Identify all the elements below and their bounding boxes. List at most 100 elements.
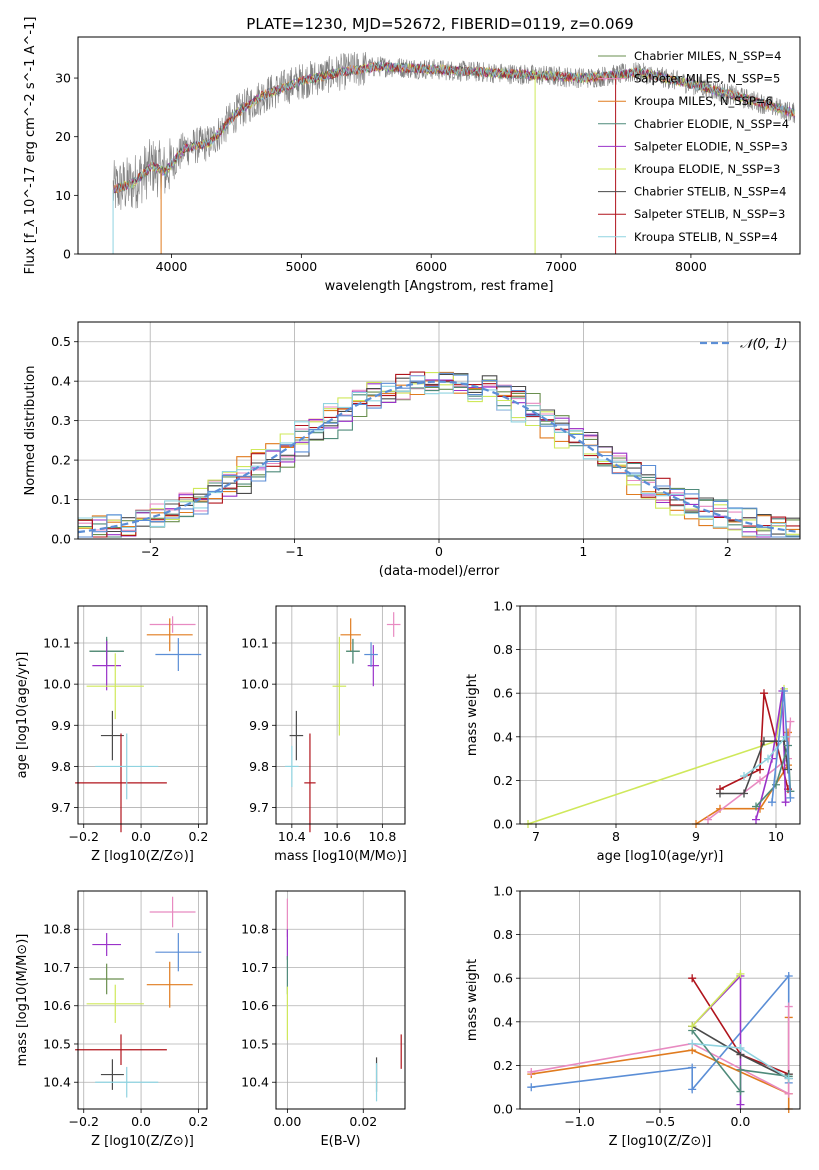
plus-marker — [784, 1089, 793, 1098]
data-point — [386, 612, 401, 637]
x-tick-label: 0.0 — [131, 829, 151, 844]
y-tick-label: 10.4 — [43, 1075, 71, 1090]
massweight-vs-metallicity-panel: −1.0 −0.5 0.0 0.0 0.2 0.4 0.6 0.8 1.0 Z [log10(Z/… — [465, 884, 801, 1149]
y-tick-label: 0.8 — [493, 927, 513, 942]
plus-marker — [784, 1074, 793, 1083]
y-tick-label: 10.8 — [43, 922, 71, 937]
axes-frame — [77, 36, 801, 255]
plus-marker — [786, 717, 795, 726]
x-tick-label: 8000 — [675, 259, 707, 274]
x-axis-label: Z [log10(Z/Z⊙)] — [609, 1134, 712, 1149]
x-tick-label: 0 — [435, 544, 443, 559]
legend-label: 𝒩(0, 1) — [740, 337, 787, 352]
x-axis-label: wavelength [Angstrom, rest frame] — [325, 279, 554, 294]
axes-frame — [275, 890, 406, 1110]
y-tick-label: 9.8 — [51, 759, 71, 774]
x-axis-label: E(B-V) — [320, 1134, 360, 1149]
y-tick-label: 10.4 — [241, 1075, 269, 1090]
y-tick-label: 9.7 — [249, 800, 269, 815]
y-tick-label: 0.4 — [51, 374, 71, 389]
figure-title: PLATE=1230, MJD=52672, FIBERID=0119, z=0… — [246, 15, 633, 33]
axes-frame — [519, 605, 801, 825]
x-tick-label: −1.0 — [564, 1114, 594, 1129]
y-tick-label: 10.1 — [241, 636, 269, 651]
tick-labels: −2 −1 0 1 2 0.0 0.1 0.2 0.3 0.4 0.5 — [51, 334, 732, 559]
mass-vs-ebv-panel: 0.00 0.02 10.4 10.5 10.6 10.7 10.8 E(B-V) — [241, 890, 406, 1149]
data-point — [304, 733, 316, 833]
legend-label: Kroupa ELODIE, N_SSP=3 — [634, 162, 780, 176]
y-tick-label: 0.0 — [51, 532, 71, 547]
plus-marker — [688, 1022, 697, 1031]
model-spectrum-line — [114, 60, 795, 194]
plus-marker — [688, 1085, 697, 1094]
y-tick-label: 0.0 — [493, 817, 513, 832]
y-tick-label: 10.0 — [43, 677, 71, 692]
axes-frame — [275, 605, 406, 825]
y-tick-label: 0.4 — [493, 1014, 513, 1029]
series-line — [740, 732, 790, 781]
x-tick-label: −0.2 — [69, 1114, 99, 1129]
x-tick-label: 7 — [532, 829, 540, 844]
series-line — [524, 684, 788, 828]
y-tick-label: 10.5 — [241, 1036, 269, 1051]
data-point — [86, 984, 144, 1023]
y-tick-label: 10.0 — [241, 677, 269, 692]
data-point — [367, 645, 379, 687]
plus-marker — [736, 1087, 745, 1096]
plus-marker — [764, 754, 772, 763]
series-path — [707, 721, 792, 821]
tick-labels: 10.4 10.6 10.8 9.7 9.8 9.9 10.0 10.1 — [241, 636, 396, 844]
plus-marker — [786, 793, 795, 802]
data-point — [340, 618, 361, 652]
y-tick-label: 9.9 — [51, 718, 71, 733]
error-bar-points — [75, 896, 202, 1098]
x-tick-label: 0.2 — [188, 829, 208, 844]
grid-lines — [276, 606, 405, 824]
legend-label: Chabrier MILES, N_SSP=4 — [634, 49, 781, 63]
normal-curve — [78, 380, 800, 534]
x-tick-label: 7000 — [545, 259, 577, 274]
data-point — [89, 963, 124, 995]
x-tick-label: −0.5 — [645, 1114, 675, 1129]
x-tick-label: 9 — [692, 829, 700, 844]
x-tick-label: 0.2 — [188, 1114, 208, 1129]
plus-marker — [736, 1100, 745, 1109]
y-tick-label: 1.0 — [493, 884, 513, 899]
y-tick-label: 9.8 — [249, 759, 269, 774]
mass-weight-series — [524, 684, 795, 828]
spectrum-panel: 4000 5000 6000 7000 8000 0 10 20 30 wavelength [A… — [23, 17, 801, 294]
y-tick-label: 9.9 — [249, 718, 269, 733]
x-tick-label: 6000 — [415, 259, 447, 274]
plus-marker — [688, 1063, 697, 1072]
data-point — [285, 745, 299, 787]
plus-marker — [768, 798, 776, 807]
series-line — [716, 737, 792, 798]
data-point — [155, 933, 202, 972]
plus-marker — [736, 1065, 745, 1074]
plus-marker — [704, 815, 712, 824]
series-path — [691, 1030, 789, 1094]
legend-label: Salpeter STELIB, N_SSP=3 — [634, 207, 785, 221]
data-point — [75, 733, 167, 833]
y-axis-label: Normed distribution — [23, 366, 38, 496]
series-line — [688, 969, 745, 1031]
error-bar-points — [75, 616, 202, 833]
massweight-vs-age-panel: 7 8 9 10 0.0 0.2 0.4 0.6 0.8 1.0 age [log10(age/yr… — [465, 599, 801, 864]
x-tick-label: 1 — [579, 544, 587, 559]
age-vs-metallicity-panel: −0.2 0.0 0.2 9.7 9.8 9.9 10.0 10.1 Z [log10(Z/Z⊙… — [15, 605, 208, 864]
axes-frame — [77, 605, 208, 825]
residuals-panel: −2 −1 0 1 2 0.0 0.1 0.2 0.3 0.4 0.5 (data-model)/er… — [23, 321, 801, 579]
y-tick-label: 10.5 — [43, 1036, 71, 1051]
x-tick-label: 10.4 — [278, 829, 306, 844]
data-point — [86, 653, 144, 720]
data-point — [149, 896, 196, 928]
data-point — [92, 933, 121, 957]
histogram-step — [78, 372, 800, 538]
spectrum-legend: Chabrier MILES, N_SSP=4 Salpeter MILES, N… — [598, 49, 789, 244]
grid-lines — [520, 890, 800, 1110]
axes-frame — [77, 321, 801, 540]
x-tick-label: 8 — [612, 829, 620, 844]
x-axis-label: (data-model)/error — [379, 564, 500, 579]
grid-lines — [520, 605, 800, 825]
